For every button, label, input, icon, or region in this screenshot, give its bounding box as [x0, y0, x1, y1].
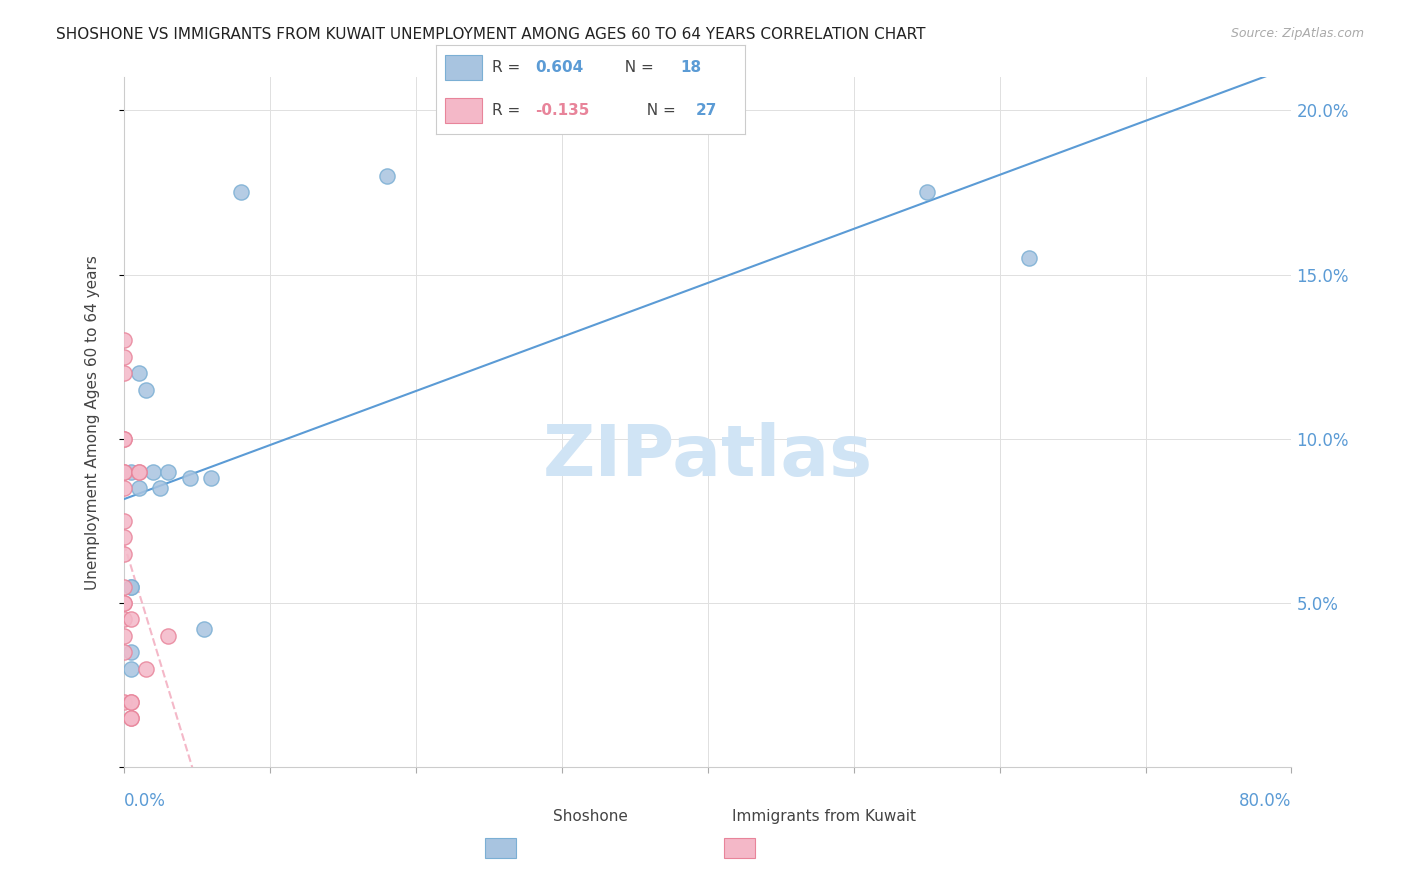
Point	[128, 366, 150, 380]
Point	[112, 645, 135, 659]
Point	[120, 645, 142, 659]
Text: 0.0%: 0.0%	[124, 792, 166, 810]
Point	[200, 471, 222, 485]
Point	[149, 481, 172, 495]
Point	[193, 622, 215, 636]
Point	[120, 711, 142, 725]
Text: Immigrants from Kuwait: Immigrants from Kuwait	[733, 809, 917, 823]
Point	[120, 612, 142, 626]
Point	[1018, 251, 1040, 265]
Point	[120, 711, 142, 725]
Text: Shoshone: Shoshone	[554, 809, 628, 823]
Text: 80.0%: 80.0%	[1239, 792, 1292, 810]
Point	[375, 169, 398, 183]
Point	[128, 465, 150, 479]
Text: R =: R =	[492, 103, 524, 118]
Point	[112, 580, 135, 594]
Point	[915, 186, 938, 200]
Point	[120, 662, 142, 676]
Point	[112, 629, 135, 643]
Point	[128, 465, 150, 479]
Point	[229, 186, 252, 200]
Point	[156, 465, 179, 479]
Text: 18: 18	[681, 61, 702, 75]
Text: N =: N =	[616, 61, 659, 75]
Point	[135, 383, 157, 397]
Text: N =: N =	[637, 103, 681, 118]
Point	[112, 612, 135, 626]
Point	[120, 695, 142, 709]
Point	[112, 695, 135, 709]
Point	[120, 465, 142, 479]
Point	[112, 350, 135, 364]
Point	[112, 596, 135, 610]
Point	[112, 481, 135, 495]
Point	[120, 695, 142, 709]
Point	[112, 514, 135, 528]
Point	[112, 432, 135, 446]
Point	[120, 580, 142, 594]
Point	[179, 471, 201, 485]
Point	[112, 432, 135, 446]
Text: Source: ZipAtlas.com: Source: ZipAtlas.com	[1230, 27, 1364, 40]
Point	[156, 629, 179, 643]
Text: -0.135: -0.135	[534, 103, 589, 118]
Point	[135, 662, 157, 676]
Text: SHOSHONE VS IMMIGRANTS FROM KUWAIT UNEMPLOYMENT AMONG AGES 60 TO 64 YEARS CORREL: SHOSHONE VS IMMIGRANTS FROM KUWAIT UNEMP…	[56, 27, 925, 42]
Point	[128, 481, 150, 495]
FancyBboxPatch shape	[446, 55, 482, 80]
Point	[120, 580, 142, 594]
Text: ZIPatlas: ZIPatlas	[543, 422, 873, 491]
FancyBboxPatch shape	[446, 98, 482, 123]
Point	[112, 547, 135, 561]
Point	[112, 465, 135, 479]
Point	[112, 366, 135, 380]
Text: 0.604: 0.604	[534, 61, 583, 75]
Text: 27: 27	[696, 103, 717, 118]
Point	[112, 596, 135, 610]
Point	[142, 465, 165, 479]
Point	[112, 530, 135, 544]
Point	[112, 333, 135, 347]
Text: R =: R =	[492, 61, 524, 75]
Point	[112, 465, 135, 479]
Y-axis label: Unemployment Among Ages 60 to 64 years: Unemployment Among Ages 60 to 64 years	[86, 255, 100, 590]
